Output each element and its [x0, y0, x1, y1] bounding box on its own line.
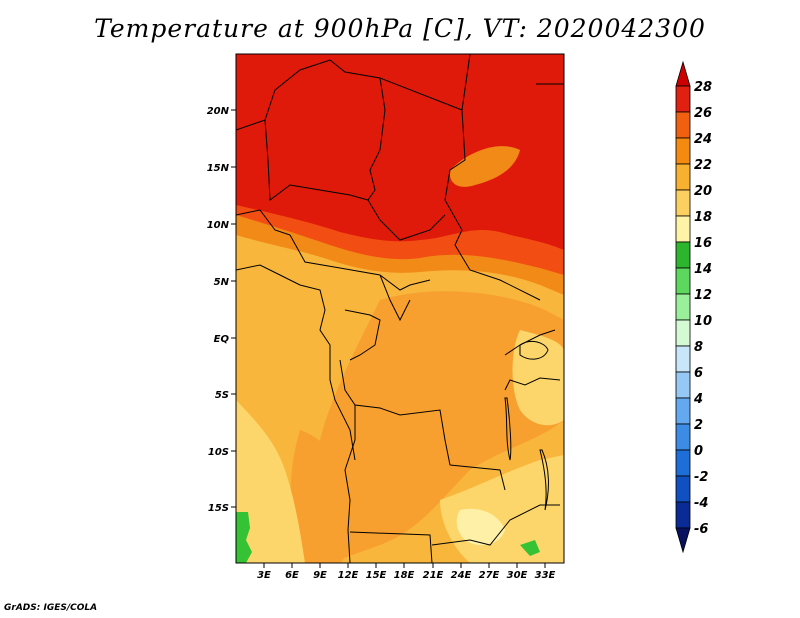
colorbar-swatch: [675, 189, 691, 217]
colorbar-label: 22: [694, 158, 712, 173]
colorbar-swatch: [675, 449, 691, 477]
colorbar-label: 16: [694, 236, 712, 251]
field-pale-southwest: [236, 400, 305, 563]
x-tick-label: 9E: [313, 570, 327, 581]
colorbar-label: 20: [694, 184, 712, 199]
x-axis: 3E 6E 9E 12E 15E 18E 21E 24E 27E 30E 33E: [257, 563, 556, 581]
y-tick-label: 15S: [208, 503, 229, 514]
colorbar-swatch: [675, 111, 691, 139]
x-tick-label: 3E: [257, 570, 271, 581]
colorbar-top-arrow: [675, 60, 691, 87]
lake-tanganyika: [504, 397, 512, 461]
colorbar-swatch: [675, 137, 691, 165]
x-tick-label: 12E: [338, 570, 359, 581]
y-tick-label: 5N: [214, 277, 230, 288]
x-tick-label: 33E: [535, 570, 556, 581]
map-title: Temperature at 900hPa [C], VT: 202004230…: [94, 14, 706, 43]
field-pale-east: [512, 330, 564, 426]
colorbar-label: 0: [694, 444, 703, 459]
x-tick-label: 6E: [285, 570, 299, 581]
colorbar-label: 24: [694, 132, 712, 147]
y-tick-label: 15N: [207, 163, 230, 174]
x-tick-label: 30E: [507, 570, 528, 581]
colorbar-swatch: [675, 397, 691, 425]
colorbar-swatch: [675, 293, 691, 321]
colorbar-label: -6: [694, 522, 708, 537]
colorbar-label: 4: [693, 392, 703, 407]
x-tick-label: 24E: [451, 570, 472, 581]
lake-malawi: [539, 449, 549, 511]
colorbar-label: 28: [694, 80, 712, 95]
colorbar-swatch: [675, 371, 691, 399]
colorbar-bottom-arrow: [675, 527, 691, 554]
y-tick-label: 10N: [207, 220, 230, 231]
y-tick-label: 20N: [207, 106, 230, 117]
lake-victoria: [519, 340, 549, 360]
x-tick-label: 18E: [394, 570, 415, 581]
field-green-spot-sw: [236, 512, 252, 563]
colorbar-label: 6: [694, 366, 703, 381]
colorbar-swatch: [675, 319, 691, 347]
colorbar-swatch: [675, 423, 691, 451]
y-tick-label: 10S: [208, 447, 229, 458]
x-tick-label: 27E: [479, 570, 500, 581]
colorbar-label: 14: [694, 262, 712, 277]
map-frame: [235, 53, 565, 564]
field-deep-red-north: [236, 54, 564, 250]
field-green-spot-se: [520, 540, 540, 556]
colorbar-label: -2: [694, 470, 708, 485]
colorbar-swatch: [675, 241, 691, 269]
y-tick-label: EQ: [214, 334, 230, 345]
field-orange-southwest: [290, 430, 352, 563]
credit-text: GrADS: IGES/COLA: [4, 603, 98, 613]
x-tick-label: 21E: [423, 570, 444, 581]
colorbar-swatch: [675, 475, 691, 503]
colorbar-label: 26: [694, 106, 712, 121]
colorbar-swatch: [675, 85, 691, 113]
colorbar-label: 8: [694, 340, 703, 355]
coastline-west: [236, 264, 356, 461]
country-borders: [236, 54, 564, 563]
colorbar-label: 18: [694, 210, 712, 225]
colorbar-label: -4: [694, 496, 708, 511]
field-pale-south-patch: [456, 508, 505, 546]
colorbar-swatch: [675, 501, 691, 529]
field-orange-patch-north: [449, 146, 520, 187]
colorbar-swatch: [675, 267, 691, 295]
y-tick-label: 5S: [215, 390, 229, 401]
field-orange-basin: [296, 291, 564, 563]
x-tick-label: 15E: [366, 570, 387, 581]
colorbar-swatch: [675, 215, 691, 243]
colorbar-swatch: [675, 345, 691, 373]
border-lines: [236, 54, 564, 563]
y-axis: 20N 15N 10N 5N EQ 5S 10S 15S: [207, 106, 236, 514]
colorbar-swatch: [675, 163, 691, 191]
colorbar-label: 10: [694, 314, 712, 329]
colorbar-label: 2: [694, 418, 703, 433]
temperature-field: [236, 54, 564, 563]
colorbar-label: 12: [694, 288, 712, 303]
